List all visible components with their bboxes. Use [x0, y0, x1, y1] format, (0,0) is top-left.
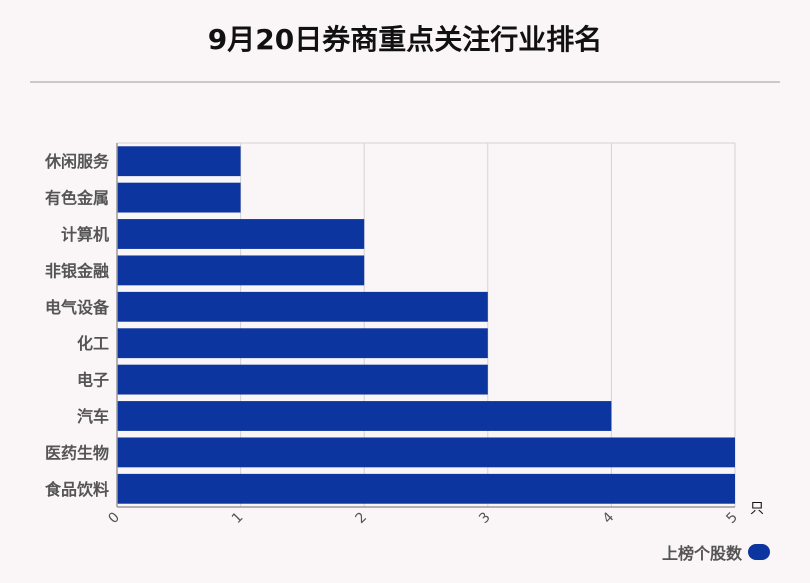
- x-tick-label: 1: [229, 509, 247, 527]
- x-tick-label: 4: [600, 509, 618, 527]
- bar: [117, 182, 241, 213]
- bar: [117, 437, 735, 468]
- bar: [117, 255, 365, 286]
- bar: [117, 473, 735, 504]
- category-label: 电气设备: [45, 298, 110, 317]
- category-label: 食品饮料: [44, 480, 109, 499]
- x-tick-label: 5: [723, 509, 741, 527]
- category-label: 有色金属: [45, 189, 109, 208]
- title-divider: [30, 81, 780, 83]
- bar: [117, 146, 241, 177]
- axes: [116, 143, 735, 508]
- legend-swatch: [748, 544, 770, 560]
- bar: [117, 328, 488, 359]
- category-label: 非银金融: [45, 261, 109, 280]
- category-label: 电子: [77, 371, 109, 390]
- chart-title: 9月20日券商重点关注行业排名: [207, 23, 603, 56]
- category-label: 化工: [77, 334, 109, 353]
- x-tick-label: 3: [476, 509, 494, 527]
- category-label: 医药生物: [45, 443, 109, 462]
- unit-label: 只: [750, 501, 764, 517]
- x-tick-labels: 0 1 2 3 4 5: [105, 509, 741, 527]
- x-tick-label: 2: [353, 509, 371, 527]
- bar: [117, 219, 365, 249]
- category-label: 休闲服务: [44, 152, 110, 171]
- x-tick-label: 0: [105, 509, 123, 527]
- bars: [117, 146, 735, 504]
- category-label: 汽车: [77, 407, 109, 426]
- bar: [117, 401, 612, 431]
- category-label: 计算机: [61, 225, 109, 244]
- legend-label: 上榜个股数: [661, 544, 742, 563]
- bar: [117, 291, 488, 322]
- bar: [117, 364, 488, 395]
- legend[interactable]: 上榜个股数: [662, 540, 770, 564]
